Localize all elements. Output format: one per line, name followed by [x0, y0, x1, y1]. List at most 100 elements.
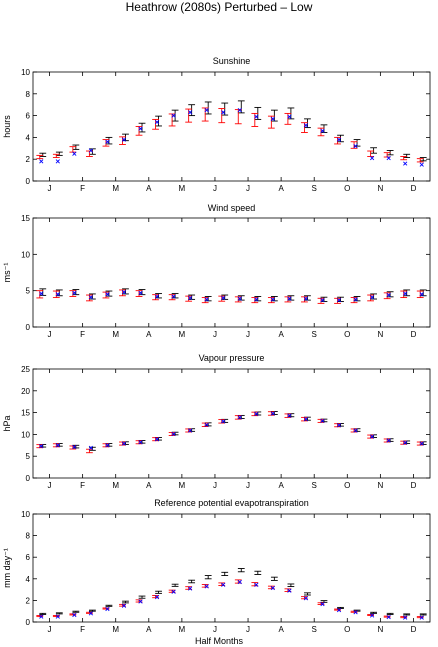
y-tick-label: 0	[26, 323, 31, 332]
error-bar	[88, 609, 96, 612]
data-point	[336, 137, 342, 142]
data-point	[171, 589, 176, 594]
error-bar	[400, 156, 408, 161]
data-point	[419, 441, 424, 446]
data-point	[204, 297, 209, 302]
x-tick-label: J	[246, 330, 250, 339]
series-red-bar	[36, 411, 424, 454]
y-axis-label: hours	[2, 115, 12, 138]
x-tick-label: M	[179, 330, 186, 339]
series-blue-x	[39, 108, 424, 167]
x-tick-label: F	[80, 184, 85, 193]
x-tick-label: J	[213, 184, 217, 193]
data-point	[171, 431, 176, 437]
error-bar	[370, 611, 378, 614]
data-point	[154, 437, 160, 442]
data-point	[188, 295, 193, 301]
x-tick-label: J	[48, 625, 52, 634]
error-bar	[135, 126, 143, 136]
data-point	[171, 113, 176, 118]
error-bar	[304, 592, 311, 596]
data-point	[403, 440, 408, 445]
data-point	[72, 612, 77, 618]
error-bar	[403, 613, 411, 616]
data-point	[254, 582, 259, 587]
data-point	[138, 440, 143, 445]
data-point	[320, 418, 325, 424]
data-point	[369, 434, 375, 439]
plot-frame	[32, 513, 431, 623]
series-blue-x	[39, 290, 424, 303]
data-point	[39, 444, 44, 449]
data-point	[188, 428, 193, 433]
x-tick-label: J	[213, 625, 217, 634]
y-tick-label: 0	[26, 618, 31, 627]
data-point	[287, 114, 292, 119]
y-tick-label: 10	[21, 510, 30, 519]
data-point	[154, 120, 160, 125]
y-tick-label: 2	[26, 155, 31, 164]
y-axis-label: mm day⁻¹	[2, 548, 12, 588]
data-point	[403, 615, 408, 620]
x-tick-label: M	[179, 625, 186, 634]
x-tick-label: F	[80, 481, 85, 490]
x-tick-label: A	[146, 330, 152, 339]
series-red-bar	[36, 107, 424, 163]
data-point	[88, 611, 94, 616]
data-point	[254, 114, 259, 119]
data-point	[403, 291, 408, 296]
data-point	[55, 159, 60, 164]
x-tick-label: A	[278, 625, 284, 634]
x-tick-label: N	[377, 184, 383, 193]
data-point	[386, 615, 391, 620]
series-black-bar	[39, 100, 427, 162]
data-point	[138, 126, 143, 131]
plot-frame	[32, 71, 431, 182]
error-bar	[270, 109, 278, 122]
data-point	[138, 599, 143, 604]
data-point	[254, 411, 259, 417]
error-bar	[188, 579, 196, 584]
data-point	[353, 610, 358, 615]
data-point	[336, 608, 342, 613]
chart-panel-3: Vapour pressure hPa 0 5 10 15 20 25 J F M A M J J A S O N D	[2, 353, 431, 490]
data-point	[303, 596, 309, 601]
x-tick-label: J	[213, 330, 217, 339]
x-tick-label: D	[411, 625, 417, 634]
data-point	[55, 292, 60, 297]
x-tick-label: O	[344, 330, 350, 339]
x-tick-label: J	[246, 184, 250, 193]
panel-title: Sunshine	[213, 56, 251, 66]
x-tick-label: M	[112, 184, 119, 193]
data-point	[353, 428, 358, 433]
data-point	[221, 419, 226, 424]
error-bar	[52, 153, 60, 159]
x-tick-label: O	[344, 184, 350, 193]
x-tick-label: D	[411, 481, 417, 490]
data-point	[419, 162, 424, 167]
y-axis-label: hPa	[2, 415, 12, 431]
data-point	[270, 411, 275, 416]
data-point	[88, 445, 94, 451]
error-bar	[416, 290, 424, 299]
x-tick-label: J	[246, 625, 250, 634]
error-bar	[36, 154, 44, 160]
error-bar	[287, 583, 295, 588]
y-tick-label: 5	[26, 287, 31, 296]
data-point	[336, 423, 342, 428]
data-point	[221, 110, 226, 115]
x-tick-label: F	[80, 330, 85, 339]
error-bar	[304, 118, 311, 129]
error-bar	[403, 153, 411, 159]
error-bar	[370, 147, 378, 154]
y-tick-label: 6	[26, 553, 31, 562]
error-bar	[237, 100, 245, 114]
error-bar	[221, 102, 229, 116]
series-blue-x	[39, 411, 424, 451]
x-tick-label: S	[312, 330, 317, 339]
error-bar	[270, 576, 278, 581]
data-point	[386, 155, 391, 161]
plot-frame	[32, 368, 431, 479]
data-point	[369, 155, 375, 161]
x-tick-label: A	[278, 481, 284, 490]
